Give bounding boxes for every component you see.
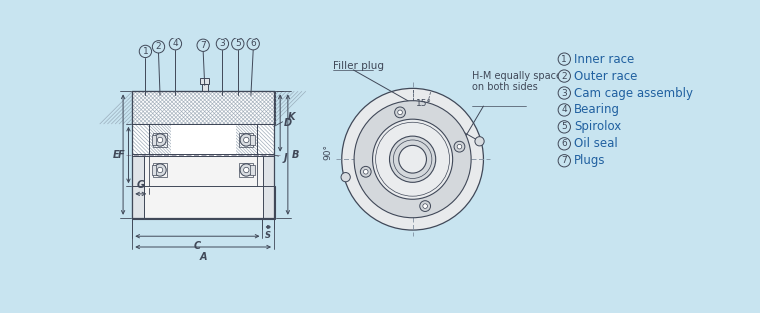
Bar	[151, 135, 157, 145]
Text: E: E	[112, 150, 119, 160]
Text: 90°: 90°	[324, 144, 333, 160]
Circle shape	[558, 104, 571, 116]
Bar	[153, 163, 167, 177]
Circle shape	[454, 141, 465, 152]
Circle shape	[423, 204, 427, 208]
Bar	[250, 165, 255, 175]
Text: 15°: 15°	[416, 99, 432, 108]
Bar	[132, 91, 275, 124]
Text: J: J	[274, 153, 287, 163]
Bar	[201, 84, 207, 91]
Text: Cam cage assembly: Cam cage assembly	[575, 86, 693, 100]
Circle shape	[244, 167, 249, 173]
Text: Spirolox: Spirolox	[575, 121, 622, 133]
Bar	[132, 124, 149, 156]
Circle shape	[360, 167, 371, 177]
Bar	[239, 133, 253, 147]
Bar	[132, 156, 144, 218]
Circle shape	[217, 38, 229, 50]
Text: K: K	[274, 112, 296, 126]
Circle shape	[247, 38, 259, 50]
Text: Inner race: Inner race	[575, 53, 635, 66]
Bar	[262, 156, 274, 218]
Circle shape	[558, 138, 571, 150]
Circle shape	[157, 137, 163, 143]
Circle shape	[240, 134, 252, 146]
Text: G: G	[137, 180, 145, 190]
Text: 6: 6	[250, 39, 256, 48]
Circle shape	[458, 144, 462, 149]
Text: 5: 5	[562, 122, 567, 131]
Circle shape	[363, 169, 368, 174]
Text: Plugs: Plugs	[575, 154, 606, 167]
Bar	[149, 154, 257, 186]
Circle shape	[558, 121, 571, 133]
Circle shape	[558, 155, 571, 167]
Text: D: D	[284, 118, 292, 128]
Text: 1: 1	[562, 55, 567, 64]
Circle shape	[389, 136, 435, 182]
Text: S: S	[265, 231, 271, 240]
Bar	[151, 165, 157, 175]
Circle shape	[244, 137, 249, 143]
Circle shape	[342, 88, 483, 230]
Circle shape	[152, 41, 165, 53]
Bar	[132, 154, 149, 186]
Bar	[132, 186, 275, 218]
Text: 2: 2	[562, 72, 567, 80]
Circle shape	[394, 107, 405, 118]
Bar	[144, 156, 263, 218]
Text: 1: 1	[143, 47, 148, 56]
Bar	[257, 124, 274, 156]
Circle shape	[197, 39, 209, 51]
Text: Bearing: Bearing	[575, 103, 620, 116]
Circle shape	[354, 101, 471, 218]
Circle shape	[558, 87, 571, 99]
Circle shape	[399, 145, 426, 173]
Circle shape	[372, 119, 453, 199]
Text: 3: 3	[220, 39, 225, 48]
Bar	[257, 154, 274, 186]
Text: F: F	[118, 150, 125, 160]
Circle shape	[341, 172, 350, 182]
Circle shape	[558, 70, 571, 82]
Text: 5: 5	[235, 39, 241, 48]
Circle shape	[154, 164, 166, 176]
Text: 7: 7	[562, 156, 567, 165]
Bar	[239, 163, 253, 177]
Text: Oil seal: Oil seal	[575, 137, 618, 150]
Text: 4: 4	[173, 39, 179, 48]
Text: H-M equally spaced
on both sides: H-M equally spaced on both sides	[472, 71, 568, 92]
Circle shape	[475, 137, 484, 146]
Circle shape	[139, 45, 151, 58]
Circle shape	[232, 38, 244, 50]
Bar	[200, 78, 209, 84]
Bar	[153, 133, 167, 147]
Text: 3: 3	[562, 89, 567, 98]
Circle shape	[240, 164, 252, 176]
Circle shape	[420, 201, 431, 212]
Text: 7: 7	[201, 41, 206, 50]
Circle shape	[169, 38, 182, 50]
Circle shape	[154, 134, 166, 146]
Circle shape	[157, 167, 163, 173]
Circle shape	[397, 110, 402, 115]
Text: Outer race: Outer race	[575, 69, 638, 83]
Text: 4: 4	[562, 105, 567, 115]
Text: B: B	[292, 150, 299, 160]
Text: A: A	[199, 252, 207, 262]
Text: 2: 2	[156, 42, 161, 51]
Circle shape	[558, 53, 571, 65]
Bar	[250, 135, 255, 145]
Text: 6: 6	[562, 139, 567, 148]
Text: C: C	[194, 241, 201, 251]
Text: Filler plug: Filler plug	[334, 61, 385, 71]
Bar	[149, 124, 257, 156]
